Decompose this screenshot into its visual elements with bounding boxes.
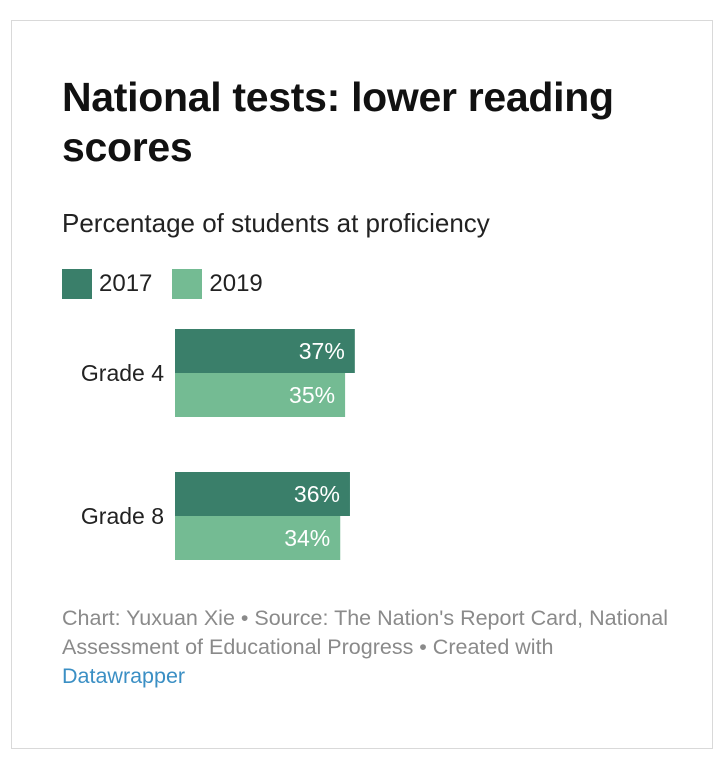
chart-subtitle: Percentage of students at proficiency xyxy=(62,208,490,238)
legend-label-2017: 2017 xyxy=(99,270,153,297)
data-label-grade-8-2019: 34% xyxy=(284,525,330,551)
bar-grade-4-2017 xyxy=(175,329,355,373)
bar-chart: Grade 4 37% 35% Grade 8 36% 34% xyxy=(81,329,355,560)
data-label-grade-4-2017: 37% xyxy=(299,338,345,364)
legend: 2017 2019 xyxy=(62,268,283,300)
legend-swatch-2019 xyxy=(172,269,203,299)
chart-title: National tests: lower reading scores xyxy=(62,74,614,170)
legend-swatch-2017 xyxy=(62,269,92,299)
bar-grade-4-2019 xyxy=(175,373,346,417)
legend-label-2019: 2019 xyxy=(209,270,263,297)
legend-item-2019: 2019 xyxy=(172,269,263,299)
data-label-grade-4-2019: 35% xyxy=(289,382,335,408)
data-label-grade-8-2017: 36% xyxy=(294,481,340,507)
chart-footer: Chart: Yuxuan Xie • Source: The Nation's… xyxy=(62,604,682,691)
chart-card xyxy=(11,20,713,749)
bar-grade-8-2019 xyxy=(175,516,341,560)
legend-item-2017: 2017 xyxy=(62,269,152,299)
category-label-grade-8: Grade 8 xyxy=(81,503,164,529)
datawrapper-link[interactable]: Datawrapper xyxy=(62,664,186,688)
footer-credit: Chart: Yuxuan Xie • Source: The Nation's… xyxy=(62,606,668,659)
bar-grade-8-2017 xyxy=(175,472,350,516)
category-label-grade-4: Grade 4 xyxy=(81,360,164,386)
